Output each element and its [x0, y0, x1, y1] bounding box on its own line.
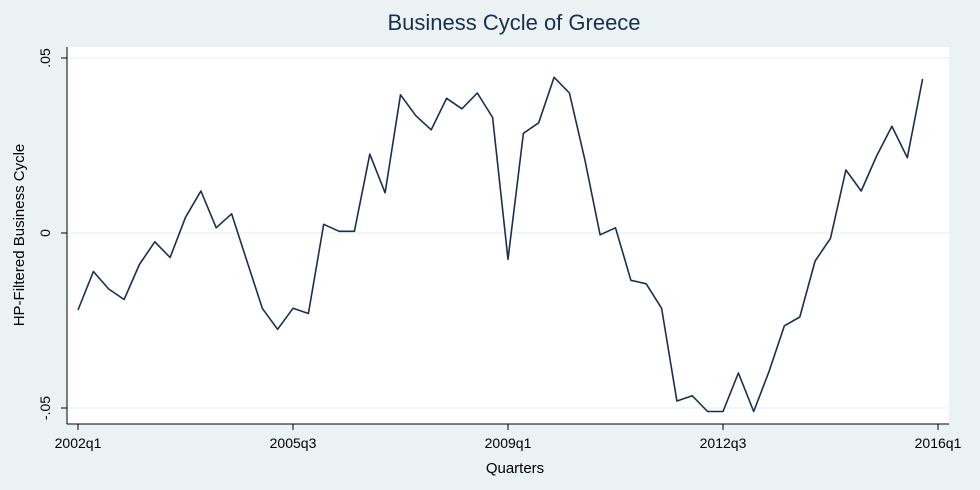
data-point-2010q4 — [614, 227, 616, 229]
data-point-2004q2 — [215, 227, 217, 229]
data-point-2007q1 — [384, 192, 386, 194]
x-tick-label: 2005q3 — [270, 435, 317, 451]
data-point-2002q1 — [77, 309, 79, 311]
chart-title: Business Cycle of Greece — [387, 10, 640, 35]
y-axis-label: HP-Filtered Business Cycle — [11, 144, 28, 327]
data-point-2011q2 — [645, 283, 647, 285]
data-point-2003q1 — [138, 263, 140, 265]
data-point-2002q2 — [92, 270, 94, 272]
x-axis-ticks: 2002q1 2005q3 2009q1 2012q3 2016q1 — [55, 424, 962, 451]
data-point-2008q1 — [445, 97, 447, 99]
data-point-2007q2 — [399, 94, 401, 96]
data-point-2015q2 — [891, 125, 893, 127]
data-point-2006q3 — [353, 230, 355, 232]
data-point-2012q4 — [737, 372, 739, 374]
x-tick-label: 2002q1 — [55, 435, 102, 451]
data-point-2003q3 — [169, 256, 171, 258]
x-tick-label: 2012q3 — [700, 435, 747, 451]
data-point-2012q3 — [722, 410, 724, 412]
data-point-2006q1 — [323, 223, 325, 225]
data-point-2009q3 — [538, 122, 540, 124]
data-point-2005q2 — [276, 328, 278, 330]
data-point-2004q4 — [246, 260, 248, 262]
data-point-2005q4 — [307, 312, 309, 314]
data-point-2002q3 — [108, 288, 110, 290]
data-point-2006q2 — [338, 230, 340, 232]
data-point-2011q1 — [630, 279, 632, 281]
data-point-2008q3 — [476, 92, 478, 94]
grid-lines — [67, 57, 949, 409]
data-point-2014q2 — [829, 237, 831, 239]
data-point-2002q4 — [123, 298, 125, 300]
data-point-2009q1 — [507, 258, 509, 260]
data-point-2006q4 — [369, 153, 371, 155]
data-point-2003q4 — [184, 216, 186, 218]
data-point-2008q4 — [491, 116, 493, 118]
data-point-2015q3 — [906, 157, 908, 159]
data-point-2004q1 — [200, 190, 202, 192]
data-point-2003q2 — [154, 241, 156, 243]
y-axis-ticks: -.05 0 .05 — [37, 48, 67, 420]
y-tick-label: 0 — [37, 229, 53, 237]
data-point-2005q1 — [261, 307, 263, 309]
data-point-2010q2 — [584, 158, 586, 160]
x-tick-label: 2016q1 — [915, 435, 962, 451]
data-point-2015q1 — [875, 155, 877, 157]
data-point-2004q3 — [230, 213, 232, 215]
data-point-2010q3 — [599, 234, 601, 236]
data-point-2008q2 — [461, 108, 463, 110]
data-point-2011q3 — [660, 307, 662, 309]
data-point-2014q3 — [845, 169, 847, 171]
data-point-2013q3 — [783, 325, 785, 327]
data-point-2009q2 — [522, 132, 524, 134]
y-tick-label: .05 — [37, 48, 53, 68]
series-line — [77, 76, 924, 413]
y-tick-label: -.05 — [37, 396, 53, 420]
data-point-2007q4 — [430, 129, 432, 131]
data-point-2014q4 — [860, 190, 862, 192]
x-axis-label: Quarters — [486, 460, 544, 477]
data-point-2007q3 — [415, 115, 417, 117]
data-point-2011q4 — [676, 400, 678, 402]
x-tick-label: 2009q1 — [485, 435, 532, 451]
data-point-2014q1 — [814, 260, 816, 262]
plot-area — [67, 47, 949, 424]
data-point-2013q4 — [799, 316, 801, 318]
data-point-2005q3 — [292, 307, 294, 309]
data-point-2010q1 — [568, 92, 570, 94]
data-point-2012q1 — [691, 395, 693, 397]
data-point-2015q4 — [921, 78, 923, 80]
data-point-2013q2 — [768, 370, 770, 372]
data-point-2013q1 — [753, 410, 755, 412]
data-point-2012q2 — [706, 410, 708, 412]
data-point-2009q4 — [553, 76, 555, 78]
